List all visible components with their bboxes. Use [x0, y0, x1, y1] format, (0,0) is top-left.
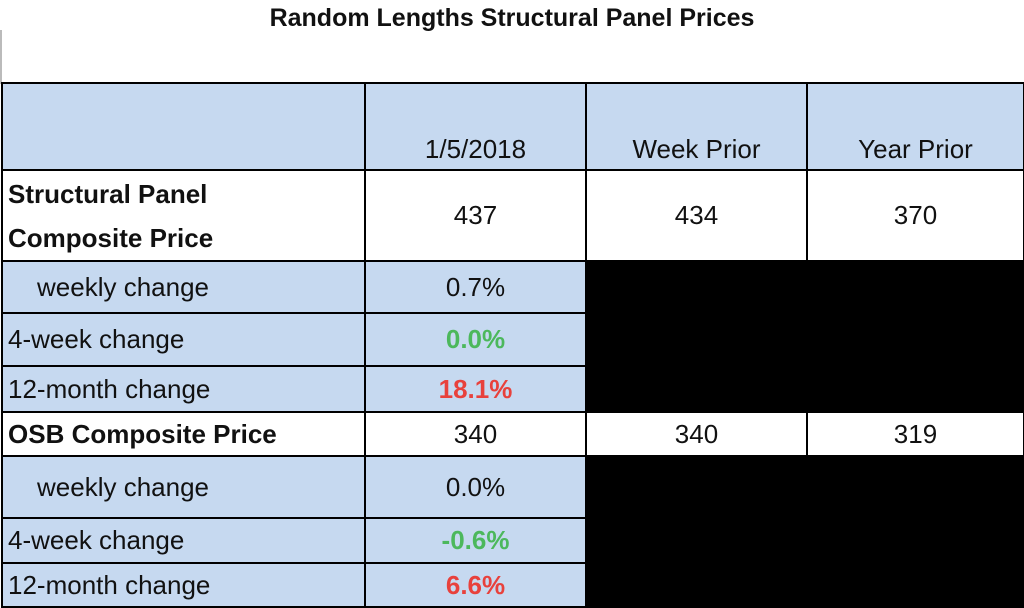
table-row: OSB Composite Price 340 340 319 [1, 411, 1024, 457]
osb-year-prior: 319 [806, 411, 1024, 457]
header-row: 1/5/2018 Week Prior Year Prior [1, 82, 1024, 171]
left-border-line [0, 30, 2, 84]
price-table: 1/5/2018 Week Prior Year Prior Structura… [1, 82, 1024, 608]
structural-weekly-label: weekly change [1, 260, 366, 314]
osb-weekly-label: weekly change [1, 455, 366, 519]
table-row: weekly change 0.0% [1, 455, 1024, 608]
table-row: 12-month change 6.6% [1, 562, 1024, 608]
structural-panel-label: Structural Panel Composite Price [1, 169, 366, 262]
osb-twelve-month-value: 6.6% [364, 562, 587, 608]
table-row: weekly change 0.7% [1, 260, 1024, 413]
table-title: Random Lengths Structural Panel Prices [269, 4, 755, 32]
header-week-prior: Week Prior [585, 82, 808, 171]
osb-current: 340 [364, 411, 587, 457]
structural-label-line1: Structural Panel [8, 178, 208, 209]
osb-four-week-label: 4-week change [1, 517, 366, 564]
structural-twelve-month-value: 18.1% [364, 365, 587, 413]
structural-four-week-value: 0.0% [364, 312, 587, 367]
osb-week-prior: 340 [585, 411, 808, 457]
table-row: 4-week change -0.6% [1, 517, 1024, 564]
structural-label-line2: Composite Price [8, 222, 214, 253]
header-year-prior: Year Prior [806, 82, 1024, 171]
structural-week-prior: 434 [585, 169, 808, 262]
table-row: Structural Panel Composite Price 437 434… [1, 169, 1024, 262]
header-date: 1/5/2018 [364, 82, 587, 171]
table-row: 12-month change 18.1% [1, 365, 1024, 413]
osb-twelve-month-label: 12-month change [1, 562, 366, 608]
structural-four-week-label: 4-week change [1, 312, 366, 367]
structural-current: 437 [364, 169, 587, 262]
osb-four-week-value: -0.6% [364, 517, 587, 564]
osb-weekly-value: 0.0% [364, 455, 587, 519]
osb-label: OSB Composite Price [1, 411, 366, 457]
blackout-cell [585, 455, 1024, 608]
header-corner-cell [1, 82, 366, 171]
blackout-cell [585, 260, 1024, 413]
structural-twelve-month-label: 12-month change [1, 365, 366, 413]
structural-weekly-value: 0.7% [364, 260, 587, 314]
table-row: 4-week change 0.0% [1, 312, 1024, 367]
structural-year-prior: 370 [806, 169, 1024, 262]
